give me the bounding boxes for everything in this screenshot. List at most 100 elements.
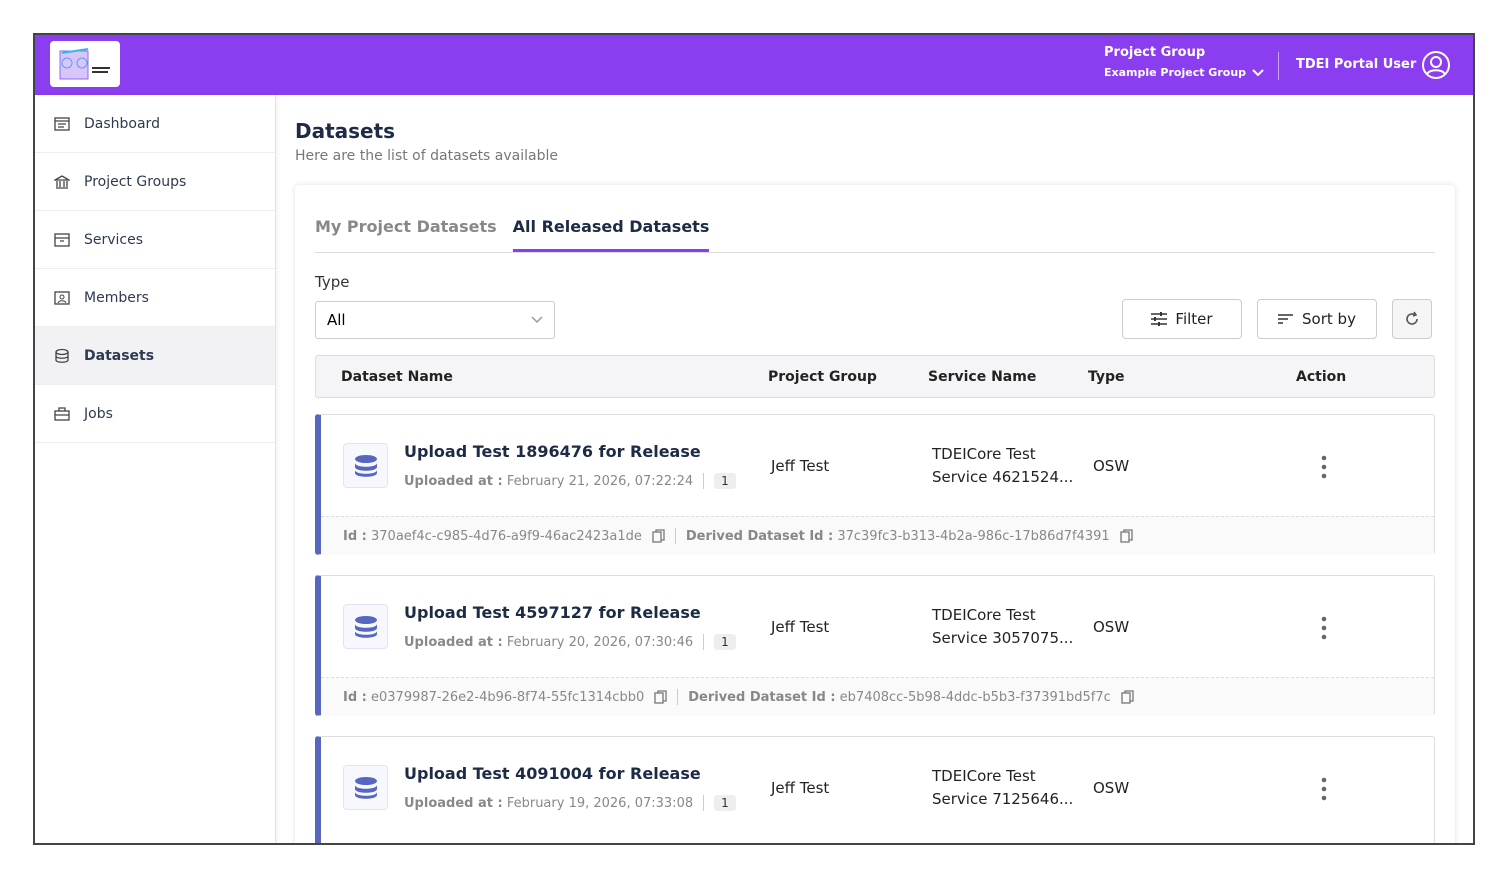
sidebar-item-services[interactable]: Services bbox=[35, 211, 275, 269]
tab-my-project-datasets[interactable]: My Project Datasets bbox=[315, 217, 497, 236]
sidebar-item-label: Datasets bbox=[84, 347, 155, 364]
project-group-value: Example Project Group bbox=[1104, 66, 1247, 79]
service-name-line: TDEICore Test bbox=[932, 767, 1036, 785]
project-group-selector[interactable]: Project Group Example Project Group bbox=[1104, 45, 1264, 79]
dataset-type: OSW bbox=[1093, 618, 1130, 636]
column-header: Project Group bbox=[768, 369, 877, 385]
dataset-type: OSW bbox=[1093, 779, 1130, 797]
sidebar-item-members[interactable]: Members bbox=[35, 269, 275, 327]
archive-icon bbox=[54, 232, 70, 247]
refresh-icon bbox=[1406, 311, 1418, 325]
sidebar-item-datasets[interactable]: Datasets bbox=[35, 327, 275, 385]
dataset-name[interactable]: Upload Test 4597127 for Release bbox=[404, 603, 701, 622]
service-name-line: Service 7125646... bbox=[932, 790, 1074, 808]
type-select[interactable]: All bbox=[315, 301, 555, 339]
sidebar-item-dashboard[interactable]: Dashboard bbox=[35, 95, 275, 153]
copy-icon[interactable] bbox=[1121, 690, 1134, 704]
dataset-name[interactable]: Upload Test 1896476 for Release bbox=[404, 442, 701, 461]
page-title: Datasets bbox=[295, 119, 396, 143]
datasets-card: My Project Datasets All Released Dataset… bbox=[295, 185, 1455, 843]
table-row[interactable]: Upload Test 4597127 for Release Uploaded… bbox=[315, 575, 1435, 716]
id-label: Id : bbox=[343, 689, 367, 705]
user-avatar-icon[interactable] bbox=[1421, 50, 1451, 80]
sidebar: Dashboard Project Groups Services Members Da… bbox=[35, 95, 276, 843]
filter-button[interactable]: Filter bbox=[1122, 299, 1242, 339]
column-header: Type bbox=[1088, 369, 1125, 385]
tab-all-released-datasets[interactable]: All Released Datasets bbox=[512, 207, 710, 252]
column-header: Dataset Name bbox=[341, 369, 453, 385]
user-name[interactable]: TDEI Portal User bbox=[1296, 57, 1417, 72]
derived-id-label: Derived Dataset Id : bbox=[688, 689, 836, 705]
table-row[interactable]: Upload Test 4091004 for Release Uploaded… bbox=[315, 736, 1435, 843]
type-value: All bbox=[327, 311, 346, 329]
type-label: Type bbox=[315, 273, 350, 291]
uploaded-date: February 20, 2026, 07:30:46 bbox=[506, 634, 694, 650]
project-group: Jeff Test bbox=[771, 457, 830, 475]
app-window: Project Group Example Project Group TDEI… bbox=[33, 33, 1475, 845]
derived-id-label: Derived Dataset Id : bbox=[685, 528, 834, 544]
page-subtitle: Here are the list of datasets available bbox=[295, 148, 558, 164]
database-icon bbox=[55, 348, 69, 363]
dataset-name[interactable]: Upload Test 4091004 for Release bbox=[404, 764, 701, 783]
chevron-down-icon bbox=[1252, 68, 1264, 76]
main-content: Datasets Here are the list of datasets a… bbox=[295, 95, 1473, 843]
divider bbox=[1278, 52, 1279, 80]
uploaded-label: Uploaded at : bbox=[404, 634, 503, 650]
service-name-line: Service 3057075... bbox=[932, 629, 1074, 647]
database-icon bbox=[343, 604, 388, 649]
filter-label: Filter bbox=[1175, 310, 1213, 328]
version-badge: 1 bbox=[714, 634, 736, 650]
copy-icon[interactable] bbox=[652, 529, 665, 543]
database-icon bbox=[343, 443, 388, 488]
dataset-type: OSW bbox=[1093, 457, 1130, 475]
sidebar-item-label: Jobs bbox=[84, 405, 113, 422]
project-group: Jeff Test bbox=[771, 618, 830, 636]
divider bbox=[703, 634, 705, 650]
database-icon bbox=[343, 765, 388, 810]
sidebar-item-label: Dashboard bbox=[84, 115, 160, 132]
uploaded-label: Uploaded at : bbox=[404, 795, 503, 811]
dataset-id: 370aef4c-c985-4d76-a9f9-46ac2423a1de bbox=[371, 528, 642, 544]
version-badge: 1 bbox=[714, 473, 736, 489]
divider bbox=[677, 689, 679, 705]
briefcase-icon bbox=[54, 406, 70, 421]
column-header: Service Name bbox=[928, 369, 1037, 385]
logo[interactable] bbox=[50, 41, 120, 87]
service-name-line: TDEICore Test bbox=[932, 445, 1036, 463]
service-name-line: TDEICore Test bbox=[932, 606, 1036, 624]
top-bar: Project Group Example Project Group TDEI… bbox=[35, 35, 1473, 95]
service-name-line: Service 4621524... bbox=[932, 468, 1074, 486]
more-vertical-icon[interactable] bbox=[1321, 455, 1327, 479]
chevron-down-icon bbox=[531, 316, 543, 324]
divider bbox=[674, 528, 676, 544]
sidebar-item-label: Project Groups bbox=[84, 173, 187, 190]
copy-icon[interactable] bbox=[654, 690, 667, 704]
sort-label: Sort by bbox=[1302, 310, 1356, 328]
uploaded-label: Uploaded at : bbox=[404, 473, 503, 489]
table-header: Dataset Name Project Group Service Name … bbox=[315, 355, 1435, 398]
copy-icon[interactable] bbox=[1119, 529, 1133, 543]
dashboard-icon bbox=[54, 116, 70, 131]
dataset-id: e0379987-26e2-4b96-8f74-55fc1314cbb0 bbox=[371, 689, 645, 705]
derived-dataset-id: eb7408cc-5b98-4ddc-b5b3-f37391bd5f7c bbox=[839, 689, 1111, 705]
sort-button[interactable]: Sort by bbox=[1257, 299, 1377, 339]
sidebar-item-label: Services bbox=[84, 231, 144, 248]
uploaded-date: February 19, 2026, 07:33:08 bbox=[506, 795, 694, 811]
more-vertical-icon[interactable] bbox=[1321, 777, 1327, 801]
sidebar-item-project-groups[interactable]: Project Groups bbox=[35, 153, 275, 211]
id-label: Id : bbox=[343, 528, 367, 544]
member-icon bbox=[54, 290, 70, 305]
column-header: Action bbox=[1296, 369, 1347, 385]
sidebar-item-label: Members bbox=[84, 289, 149, 306]
sidebar-item-jobs[interactable]: Jobs bbox=[35, 385, 275, 443]
sliders-icon bbox=[1151, 312, 1168, 326]
sort-icon bbox=[1278, 314, 1294, 324]
bank-icon bbox=[54, 174, 70, 189]
table-row[interactable]: Upload Test 1896476 for Release Uploaded… bbox=[315, 414, 1435, 555]
divider bbox=[703, 795, 705, 811]
derived-dataset-id: 37c39fc3-b313-4b2a-986c-17b86d7f4391 bbox=[837, 528, 1110, 544]
refresh-button[interactable] bbox=[1392, 299, 1432, 339]
uploaded-date: February 21, 2026, 07:22:24 bbox=[506, 473, 694, 489]
more-vertical-icon[interactable] bbox=[1321, 616, 1327, 640]
divider bbox=[703, 473, 705, 489]
